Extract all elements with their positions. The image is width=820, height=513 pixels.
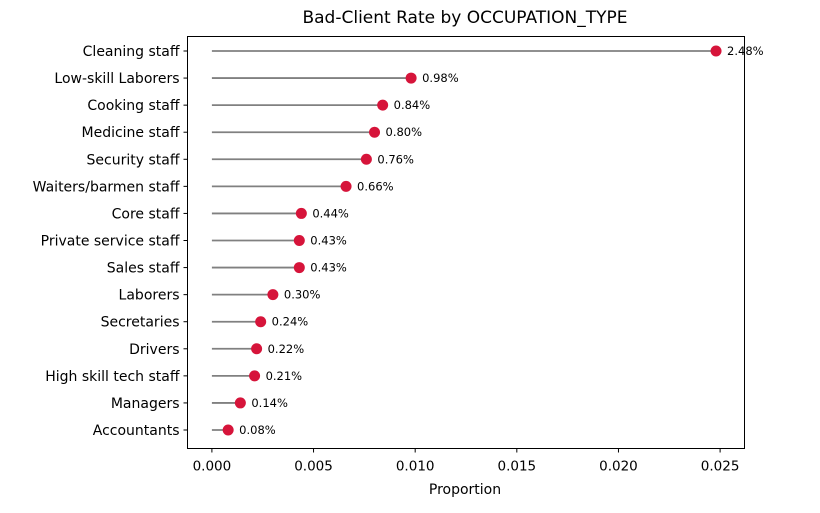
y-axis: Cleaning staff Low-skill Laborers Cooking … bbox=[33, 44, 188, 439]
x-axis-label: Proportion bbox=[429, 482, 501, 498]
y-tick-label: Laborers bbox=[119, 288, 180, 304]
marker-point bbox=[293, 235, 305, 246]
data-label: 0.43% bbox=[310, 234, 347, 248]
data-label: 0.22% bbox=[268, 342, 305, 356]
plot-frame bbox=[187, 36, 745, 449]
data-label: 0.24% bbox=[272, 315, 309, 329]
data-label: 0.43% bbox=[310, 261, 347, 275]
marker-point bbox=[295, 207, 307, 219]
marker-point bbox=[234, 397, 246, 409]
marker-point bbox=[251, 343, 263, 355]
x-tick-label: 0.025 bbox=[701, 459, 740, 475]
x-axis: 0.000 0.005 0.010 0.015 0.020 0.025 bbox=[193, 448, 740, 475]
y-tick-label: Core staff bbox=[112, 206, 180, 222]
x-tick-label: 0.020 bbox=[599, 459, 638, 475]
y-tick-label: Drivers bbox=[129, 342, 179, 358]
x-tick-label: 0.005 bbox=[294, 459, 333, 475]
marker-point bbox=[710, 45, 722, 57]
data-label: 0.14% bbox=[251, 396, 288, 410]
y-tick-label: Cooking staff bbox=[87, 98, 179, 114]
data-labels-group: 2.48% 0.98% 0.84% 0.80% 0.76% 0.66% 0.44% 0.43%… bbox=[239, 44, 763, 437]
marker-point bbox=[405, 72, 417, 84]
marker-point bbox=[249, 370, 261, 382]
data-label: 0.21% bbox=[266, 369, 303, 383]
data-label: 0.98% bbox=[422, 71, 459, 85]
marker-point bbox=[377, 99, 389, 111]
data-label: 0.76% bbox=[377, 152, 414, 166]
marker-point bbox=[293, 262, 305, 274]
markers-group bbox=[222, 45, 722, 436]
marker-point bbox=[222, 424, 234, 436]
data-label: 0.84% bbox=[394, 98, 431, 112]
y-tick-label: Managers bbox=[111, 396, 180, 412]
x-tick-label: 0.000 bbox=[193, 459, 232, 475]
y-tick-label: Security staff bbox=[87, 152, 180, 168]
y-tick-label: Waiters/barmen staff bbox=[33, 179, 180, 195]
y-tick-label: Private service staff bbox=[41, 234, 180, 250]
data-label: 0.66% bbox=[357, 179, 394, 193]
marker-point bbox=[369, 126, 381, 138]
y-tick-label: Cleaning staff bbox=[83, 44, 180, 60]
data-label: 0.08% bbox=[239, 423, 276, 437]
data-label: 2.48% bbox=[727, 44, 764, 58]
y-tick-label: Accountants bbox=[93, 423, 180, 439]
marker-point bbox=[340, 180, 352, 192]
y-tick-label: Medicine staff bbox=[82, 125, 180, 141]
chart-title: Bad-Client Rate by OCCUPATION_TYPE bbox=[302, 8, 627, 28]
y-tick-label: Secretaries bbox=[101, 315, 180, 331]
marker-point bbox=[255, 316, 267, 328]
marker-point bbox=[360, 153, 372, 165]
x-tick-label: 0.010 bbox=[396, 459, 435, 475]
y-tick-label: Low-skill Laborers bbox=[54, 71, 179, 87]
marker-point bbox=[267, 289, 279, 301]
data-label: 0.30% bbox=[284, 288, 321, 302]
y-tick-label: High skill tech staff bbox=[45, 369, 180, 385]
x-tick-label: 0.015 bbox=[497, 459, 536, 475]
data-label: 0.44% bbox=[312, 206, 349, 220]
y-tick-label: Sales staff bbox=[107, 261, 180, 277]
data-label: 0.80% bbox=[386, 125, 423, 139]
